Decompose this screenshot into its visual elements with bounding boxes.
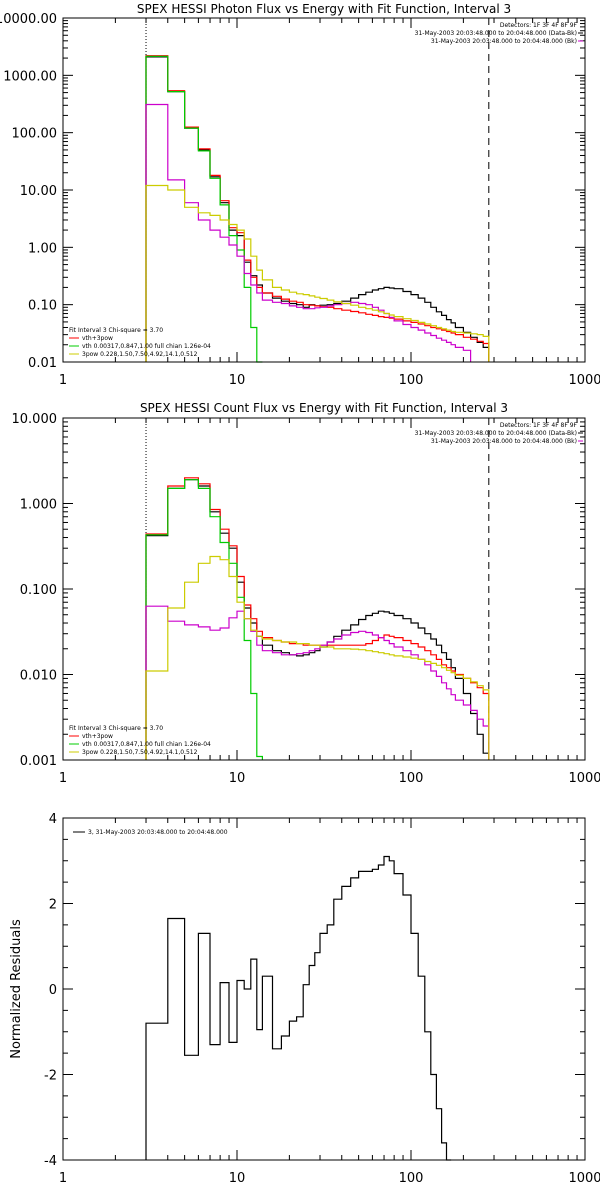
y-tick-label: 0.001 (20, 754, 57, 769)
series-histogram-2 (146, 56, 489, 362)
y-tick-label: 0 (49, 983, 57, 998)
x-tick-label: 1 (59, 771, 67, 786)
header-text: Detectors: 1F 3F 4F 8F 9F (500, 422, 578, 429)
x-tick-label: 100 (399, 1171, 424, 1186)
series-histogram-4 (146, 606, 489, 760)
x-tick-label: 10 (229, 1171, 246, 1186)
y-tick-label: 10.000 (12, 412, 58, 427)
series-histogram-1 (146, 57, 489, 362)
y-tick-label: 0.100 (20, 583, 57, 598)
y-tick-label: 0.10 (28, 299, 57, 314)
fit-info-text: vth 0.00317,0.847,1.00 full chian 1.26e-… (82, 343, 211, 350)
series-histogram-5 (146, 557, 489, 761)
chart-title: SPEX HESSI Count Flux vs Energy with Fit… (140, 401, 508, 415)
series-histogram-4 (146, 105, 471, 363)
x-tick-label: 100 (399, 373, 424, 388)
x-tick-label: 10 (229, 771, 246, 786)
y-axis-label: Normalized Residuals (9, 919, 24, 1059)
y-tick-label: 100.00 (12, 127, 58, 142)
fit-info-text: Fit Interval 3 Chi-square = 3.70 (69, 725, 163, 732)
fit-info-text: vth+3pow (82, 733, 113, 740)
y-tick-label: 1.00 (28, 241, 57, 256)
x-tick-label: 1 (59, 1171, 67, 1186)
chart-title: SPEX HESSI Photon Flux vs Energy with Fi… (137, 2, 511, 16)
plot-frame (63, 818, 585, 1160)
chart-panel-3: 1 10 100 1000 -4 -2 0 2 4 3, 31-May-2003 20:03:48… (9, 812, 600, 1186)
y-tick-label: 1000.00 (3, 69, 57, 84)
series-histogram-5 (146, 186, 489, 363)
x-tick-label: 10 (229, 373, 246, 388)
y-tick-label: 0.01 (28, 356, 57, 371)
header-text: 31-May-2003 20:03:48.000 to 20:04:48.000… (431, 438, 577, 445)
y-tick-label: 4 (49, 812, 57, 827)
header-text: Detectors: 1F 3F 4F 8F 9F (500, 22, 578, 29)
x-tick-label: 1 (59, 373, 67, 388)
series-histogram-3 (146, 56, 262, 362)
series-histogram-1 (146, 857, 451, 1161)
fit-info-text: 3pow 0.228,1.50,7.50,4.92,14.1,0.512 (82, 351, 198, 358)
y-tick-label: -2 (44, 1069, 57, 1084)
fit-info-text: vth+3pow (82, 335, 113, 342)
x-tick-label: 100 (399, 771, 424, 786)
y-tick-label: -4 (44, 1154, 57, 1169)
plot-frame (63, 18, 585, 362)
fit-info-text: Fit Interval 3 Chi-square = 3.70 (69, 327, 163, 334)
series-histogram-1 (146, 480, 489, 760)
x-tick-label: 1000 (568, 771, 600, 786)
y-tick-label: 2 (49, 898, 57, 913)
header-text: 31-May-2003 20:03:48.000 to 20:04:48.000… (415, 430, 577, 437)
series-histogram-2 (146, 478, 489, 760)
plot-frame (63, 418, 585, 760)
y-tick-label: 1.000 (20, 498, 57, 513)
chart-panel-2: SPEX HESSI Count Flux vs Energy with Fit… (12, 401, 600, 786)
residual-legend-text: 3, 31-May-2003 20:03:48.000 to 20:04:48.… (88, 829, 228, 836)
header-text: 31-May-2003 20:03:48.000 to 20:04:48.000… (415, 30, 577, 37)
x-tick-label: 1000 (568, 1171, 600, 1186)
fit-info-text: 3pow 0.228,1.50,7.50,4.92,14.1,0.512 (82, 749, 198, 756)
y-tick-label: 0.010 (20, 669, 57, 684)
y-tick-label: 10000.00 (0, 12, 57, 27)
fit-info-text: vth 0.00317,0.847,1.00 full chian 1.26e-… (82, 741, 211, 748)
y-tick-label: 10.00 (20, 184, 57, 199)
x-tick-label: 1000 (568, 373, 600, 388)
header-text: 31-May-2003 20:03:48.000 to 20:04:48.000… (431, 38, 577, 45)
series-histogram-3 (146, 480, 262, 760)
chart-panel-1: SPEX HESSI Photon Flux vs Energy with Fi… (0, 2, 600, 388)
